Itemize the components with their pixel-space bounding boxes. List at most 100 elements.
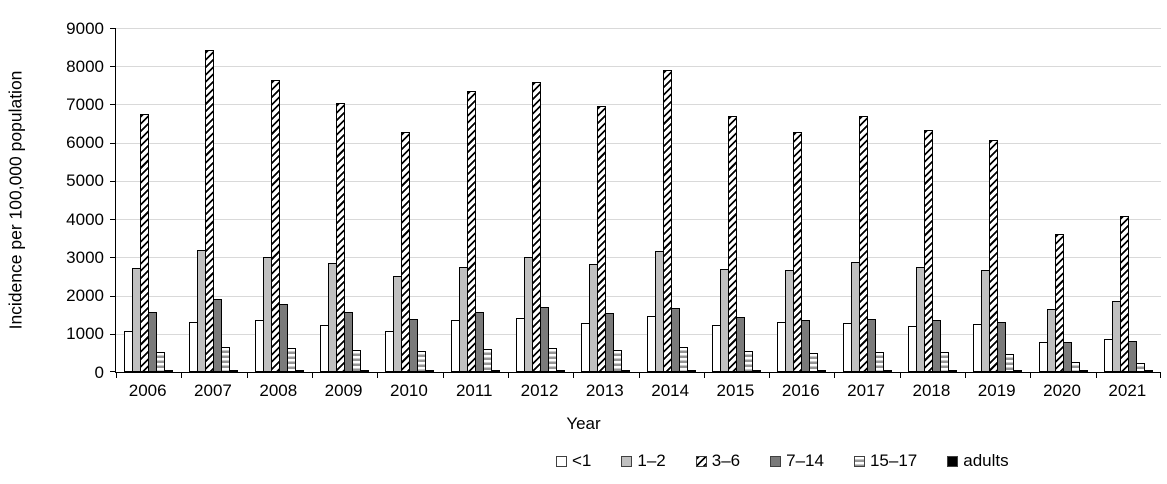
bar bbox=[809, 353, 819, 372]
bar bbox=[360, 370, 370, 372]
legend-item: <1 bbox=[556, 451, 591, 471]
legend-item: 15–17 bbox=[853, 451, 917, 471]
bar bbox=[662, 70, 672, 372]
y-axis-tick-label: 1000 bbox=[66, 324, 104, 344]
bar bbox=[621, 370, 631, 372]
bar-group-2020 bbox=[1030, 28, 1095, 372]
bar-group-2014 bbox=[639, 28, 704, 372]
x-axis-tick-label: 2016 bbox=[781, 381, 820, 400]
bar bbox=[1062, 342, 1072, 372]
gridline bbox=[116, 104, 1161, 106]
bar bbox=[874, 352, 884, 372]
bar-group-2017 bbox=[834, 28, 899, 372]
bar bbox=[743, 351, 753, 372]
y-axis-tick-label: 9000 bbox=[66, 18, 104, 38]
legend-label: adults bbox=[963, 451, 1009, 470]
y-axis-tick-label: 6000 bbox=[66, 133, 104, 153]
bar bbox=[474, 312, 484, 372]
bar bbox=[597, 106, 607, 372]
x-axis-tick bbox=[639, 373, 640, 378]
bar bbox=[1070, 362, 1080, 372]
x-axis-tick bbox=[900, 373, 901, 378]
legend-marker-icon bbox=[556, 455, 567, 467]
x-axis-tick-label: 2009 bbox=[324, 381, 363, 400]
x-axis-tick bbox=[181, 373, 182, 378]
y-axis-tick bbox=[110, 257, 116, 259]
bar bbox=[605, 313, 615, 372]
bar bbox=[490, 370, 500, 372]
y-axis-tick-label: 4000 bbox=[66, 209, 104, 229]
bar bbox=[352, 350, 362, 372]
legend-item: 3–6 bbox=[695, 451, 740, 471]
x-axis-tick bbox=[377, 373, 378, 378]
x-axis-tick bbox=[704, 373, 705, 378]
x-axis-tick bbox=[834, 373, 835, 378]
bar bbox=[1054, 234, 1064, 372]
bar bbox=[866, 319, 876, 372]
bar bbox=[556, 370, 566, 372]
legend-label: 1–2 bbox=[637, 451, 666, 470]
legend: <1 1–2 3–6 7–14 15–17 adults bbox=[556, 451, 1009, 471]
legend-item: adults bbox=[947, 451, 1009, 471]
bar bbox=[532, 82, 542, 372]
bar bbox=[1143, 370, 1153, 372]
y-axis-tick bbox=[110, 333, 116, 335]
bar-group-2009 bbox=[312, 28, 377, 372]
bar bbox=[947, 370, 957, 372]
x-axis-tick bbox=[312, 373, 313, 378]
gridline bbox=[116, 180, 1161, 182]
y-axis-tick-label: 2000 bbox=[66, 286, 104, 306]
x-axis-tick bbox=[1160, 373, 1161, 378]
bar bbox=[278, 304, 288, 372]
bar bbox=[409, 319, 419, 372]
x-axis-tick-label: 2012 bbox=[520, 381, 559, 400]
bar-group-2015 bbox=[704, 28, 769, 372]
x-axis-tick-label: 2014 bbox=[651, 381, 690, 400]
x-axis-tick bbox=[769, 373, 770, 378]
gridline bbox=[116, 257, 1161, 259]
x-axis-tick-label: 2019 bbox=[977, 381, 1016, 400]
bar bbox=[229, 370, 239, 372]
x-axis-tick bbox=[965, 373, 966, 378]
bar bbox=[221, 347, 231, 372]
legend-marker-icon bbox=[695, 455, 707, 467]
bar-group-2007 bbox=[181, 28, 246, 372]
legend-item: 7–14 bbox=[770, 451, 824, 471]
y-axis-tick-label: 5000 bbox=[66, 171, 104, 191]
x-axis-tick bbox=[573, 373, 574, 378]
x-axis-title: Year bbox=[566, 414, 601, 433]
bar-group-2006 bbox=[116, 28, 181, 372]
x-axis-tick bbox=[1096, 373, 1097, 378]
plot-area bbox=[110, 28, 1161, 378]
x-axis-tick-label: 2015 bbox=[716, 381, 755, 400]
y-axis-tick bbox=[110, 104, 116, 106]
bar bbox=[858, 116, 868, 372]
gridline bbox=[116, 142, 1161, 144]
bar-group-2010 bbox=[377, 28, 442, 372]
x-axis-tick-label: 2021 bbox=[1108, 381, 1147, 400]
x-axis-tick-label: 2010 bbox=[389, 381, 428, 400]
bar bbox=[1127, 341, 1137, 372]
x-axis-tick bbox=[443, 373, 444, 378]
bar bbox=[140, 114, 150, 372]
bar bbox=[1078, 370, 1088, 372]
y-axis-tick-label: 0 bbox=[94, 362, 104, 382]
bar bbox=[817, 370, 827, 372]
y-axis-tick-label: 8000 bbox=[66, 56, 104, 76]
gridline bbox=[116, 28, 1161, 29]
x-axis-tick bbox=[116, 373, 117, 378]
legend-item: 1–2 bbox=[621, 451, 666, 471]
y-axis-tick-label: 7000 bbox=[66, 94, 104, 114]
x-axis-tick-label: 2017 bbox=[847, 381, 885, 400]
bar bbox=[540, 307, 550, 372]
bar bbox=[751, 370, 761, 372]
bar bbox=[164, 370, 174, 372]
bar bbox=[923, 130, 933, 372]
bar bbox=[286, 348, 296, 372]
bar bbox=[548, 348, 558, 372]
x-axis-tick bbox=[1030, 373, 1031, 378]
bar bbox=[401, 132, 411, 372]
y-axis-tick-labels: 0 1000 2000 3000 4000 5000 6000 7000 8000 9000 bbox=[0, 19, 104, 382]
gridline bbox=[116, 295, 1161, 297]
bar bbox=[989, 140, 999, 372]
